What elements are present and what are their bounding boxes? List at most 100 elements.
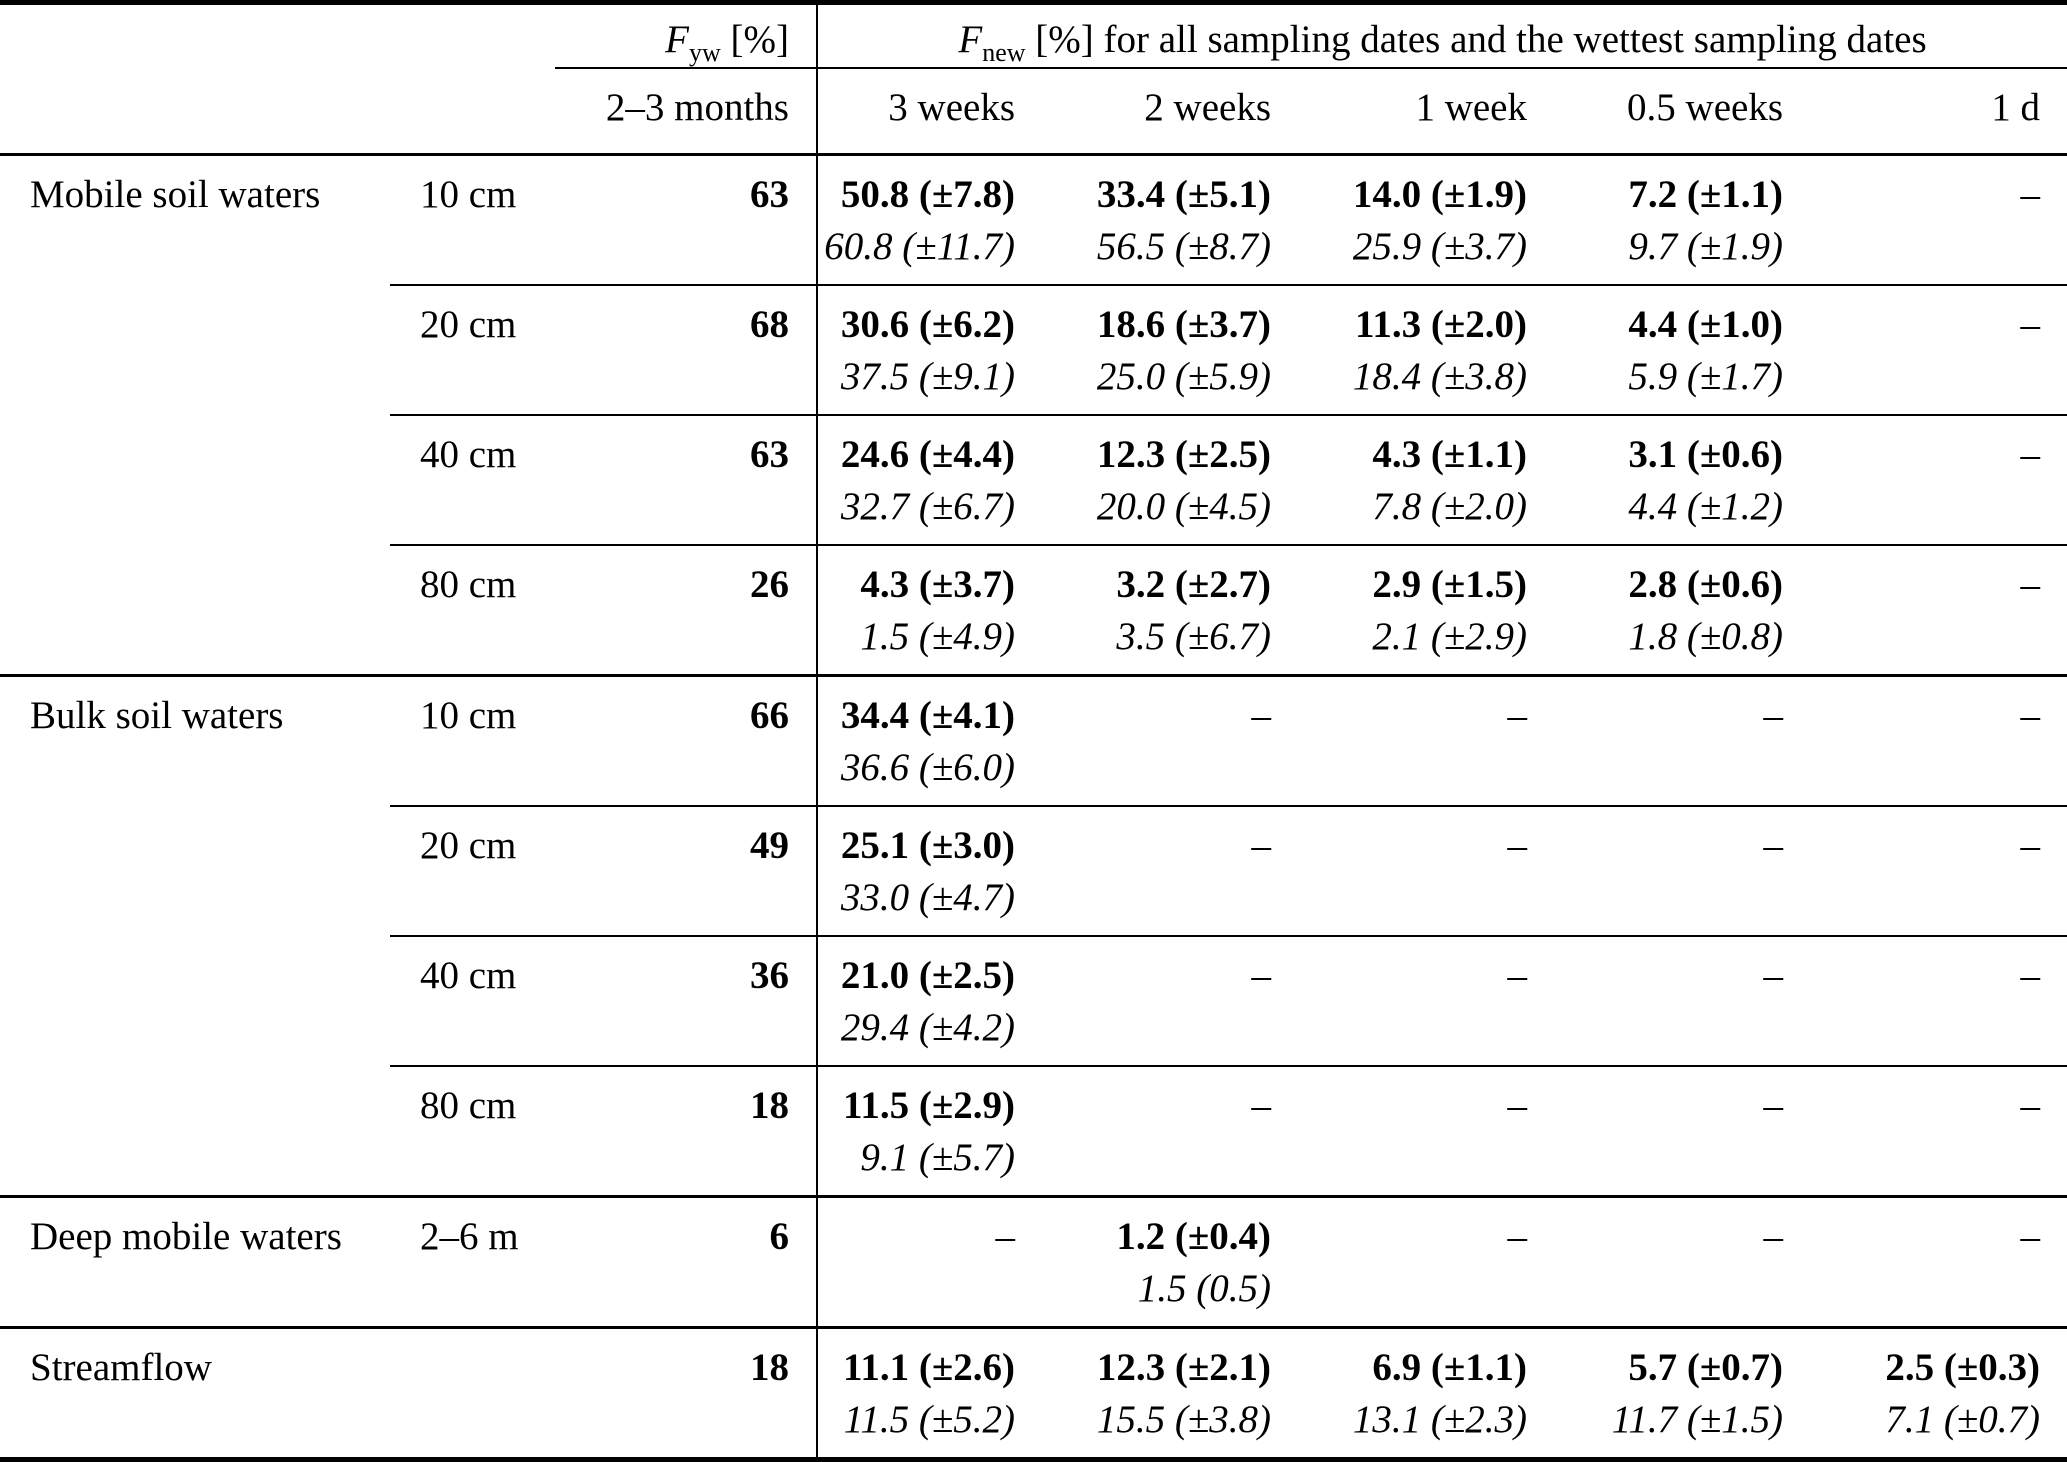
- fnew-wettest-dates-value: 1.5 (0.5): [1137, 1267, 1271, 1310]
- fyw-value: 49: [750, 824, 789, 867]
- fnew-all-dates-value: 3.1 (±0.6): [1628, 433, 1783, 476]
- fnew-value-cell: –: [1810, 674, 2067, 806]
- fnew-all-dates-value: 50.8 (±7.8): [840, 173, 1015, 216]
- fnew-all-dates-value: 18.6 (±3.7): [1096, 303, 1271, 346]
- fnew-all-dates-value: 30.6 (±6.2): [840, 303, 1015, 346]
- group-label-cell: [0, 415, 390, 545]
- fyw-value: 36: [750, 954, 789, 997]
- fnew-value-cell: –: [1298, 1195, 1554, 1328]
- fnew-wettest-dates-value: 20.0 (±4.5): [1096, 485, 1271, 528]
- header-empty-group: [0, 3, 390, 69]
- fnew-value-cell: 7.2 (±1.1) 9.7 (±1.9): [1554, 155, 1810, 286]
- group-label-cell: [0, 806, 390, 936]
- fnew-value-cell: 25.1 (±3.0) 33.0 (±4.7): [816, 805, 1042, 936]
- fnew-all-dates-value: 4.3 (±1.1): [1372, 433, 1527, 476]
- fnew-value-cell: –: [1554, 1065, 1810, 1197]
- fyw-subscript: yw: [689, 37, 721, 67]
- missing-value-dash: –: [1763, 824, 1784, 867]
- fnew-value-cell: 2.9 (±1.5) 2.1 (±2.9): [1298, 544, 1554, 676]
- fnew-wettest-dates-value: 36.6 (±6.0): [840, 746, 1015, 789]
- fnew-value-cell: –: [1298, 805, 1554, 936]
- missing-value-dash: –: [1507, 1084, 1528, 1127]
- depth-cell: 20 cm: [390, 805, 555, 936]
- header-empty-depth2: [390, 68, 555, 156]
- table-row: 20 cm 68 30.6 (±6.2) 37.5 (±9.1) 18.6 (±3.7)…: [0, 284, 2067, 415]
- fyw-value-cell: 26: [555, 544, 817, 676]
- fnew-all-dates-value: 34.4 (±4.1): [840, 694, 1015, 737]
- fnew-value-cell: 6.9 (±1.1) 13.1 (±2.3): [1298, 1326, 1554, 1460]
- fnew-wettest-dates-value: 2.1 (±2.9): [1372, 615, 1527, 658]
- header-fyw: Fyw [%]: [555, 2, 817, 69]
- fnew-all-dates-value: 14.0 (±1.9): [1352, 173, 1527, 216]
- fnew-wettest-dates-value: 5.9 (±1.7): [1628, 355, 1783, 398]
- fnew-all-dates-value: 5.7 (±0.7): [1628, 1346, 1783, 1389]
- table-row: Bulk soil waters 10 cm 66 34.4 (±4.1) 36.6 (…: [0, 674, 2067, 806]
- fnew-value-cell: –: [1042, 935, 1298, 1066]
- table-body: Mobile soil waters 10 cm 63 50.8 (±7.8) 60.8…: [0, 154, 2067, 1460]
- fyw-value-cell: 18: [555, 1326, 817, 1460]
- fnew-wettest-dates-value: 1.5 (±4.9): [860, 615, 1015, 658]
- depth-cell: [390, 1326, 555, 1460]
- fyw-value: 63: [750, 173, 789, 216]
- fnew-wettest-dates-value: 1.8 (±0.8): [1628, 615, 1783, 658]
- fnew-value-cell: 11.3 (±2.0) 18.4 (±3.8): [1298, 284, 1554, 415]
- fnew-value-cell: –: [1554, 674, 1810, 806]
- fyw-value: 66: [750, 694, 789, 737]
- fyw-value-cell: 66: [555, 674, 817, 806]
- fnew-value-cell: 24.6 (±4.4) 32.7 (±6.7): [816, 414, 1042, 545]
- fyw-value: 18: [750, 1084, 789, 1127]
- group-label-cell: Deep mobile waters: [0, 1195, 390, 1328]
- fnew-value-cell: –: [1554, 1195, 1810, 1328]
- fnew-wettest-dates-value: 9.7 (±1.9): [1628, 225, 1783, 268]
- missing-value-dash: –: [2020, 433, 2041, 476]
- fnew-wettest-dates-value: 11.7 (±1.5): [1611, 1398, 1783, 1441]
- col-header-05-weeks: 0.5 weeks: [1554, 68, 1810, 156]
- fyw-value-cell: 6: [555, 1195, 817, 1328]
- fnew-all-dates-value: 6.9 (±1.1): [1372, 1346, 1527, 1389]
- fnew-value-cell: –: [1298, 935, 1554, 1066]
- depth-cell: 80 cm: [390, 1065, 555, 1197]
- missing-value-dash: –: [1763, 954, 1784, 997]
- fnew-value-cell: 21.0 (±2.5) 29.4 (±4.2): [816, 935, 1042, 1066]
- fnew-value-cell: –: [1810, 414, 2067, 545]
- table-row: 20 cm 49 25.1 (±3.0) 33.0 (±4.7) – – – –: [0, 805, 2067, 936]
- fnew-value-cell: 18.6 (±3.7) 25.0 (±5.9): [1042, 284, 1298, 415]
- fnew-all-dates-value: 24.6 (±4.4): [840, 433, 1015, 476]
- depth-cell: 10 cm: [420, 173, 517, 216]
- fnew-wettest-dates-value: 7.1 (±0.7): [1885, 1398, 2041, 1441]
- fnew-all-dates-value: 33.4 (±5.1): [1096, 173, 1271, 216]
- fnew-value-cell: 3.1 (±0.6) 4.4 (±1.2): [1554, 414, 1810, 545]
- fnew-wettest-dates-value: 4.4 (±1.2): [1628, 485, 1783, 528]
- group-label-cell: [0, 285, 390, 415]
- missing-value-dash: –: [1251, 824, 1272, 867]
- fnew-subscript: new: [982, 37, 1026, 67]
- fnew-wettest-dates-value: 60.8 (±11.7): [824, 225, 1015, 268]
- fyw-value: 6: [769, 1215, 790, 1258]
- table-row: 40 cm 36 21.0 (±2.5) 29.4 (±4.2) – – – –: [0, 935, 2067, 1066]
- missing-value-dash: –: [2020, 173, 2041, 216]
- fnew-value-cell: –: [1810, 155, 2067, 286]
- fnew-value-cell: 12.3 (±2.1) 15.5 (±3.8): [1042, 1326, 1298, 1460]
- group-label-cell: Bulk soil waters: [0, 674, 390, 806]
- missing-value-dash: –: [2020, 1215, 2041, 1258]
- table-row: 40 cm 63 24.6 (±4.4) 32.7 (±6.7) 12.3 (±2.5)…: [0, 414, 2067, 545]
- fnew-value-cell: 30.6 (±6.2) 37.5 (±9.1): [816, 284, 1042, 415]
- group-label-cell: [0, 1066, 390, 1197]
- missing-value-dash: –: [2020, 303, 2041, 346]
- fnew-value-cell: –: [1810, 805, 2067, 936]
- fyw-value: 26: [750, 563, 789, 606]
- fnew-value-cell: –: [1042, 805, 1298, 936]
- fnew-all-dates-value: 2.8 (±0.6): [1628, 563, 1783, 606]
- fnew-wettest-dates-value: 3.5 (±6.7): [1116, 615, 1271, 658]
- fnew-value-cell: –: [1042, 1065, 1298, 1197]
- depth-cell: 2–6 m: [390, 1195, 555, 1328]
- fyw-value-cell: 18: [555, 1065, 817, 1197]
- fnew-all-dates-value: 12.3 (±2.1): [1096, 1346, 1271, 1389]
- fnew-value-cell: 34.4 (±4.1) 36.6 (±6.0): [816, 674, 1042, 806]
- fnew-value-cell: 4.3 (±1.1) 7.8 (±2.0): [1298, 414, 1554, 545]
- group-label-cell: Mobile soil waters: [30, 173, 321, 216]
- fnew-value-cell: –: [1810, 1195, 2067, 1328]
- missing-value-dash: –: [2020, 563, 2041, 606]
- header-empty-depth: [390, 3, 555, 69]
